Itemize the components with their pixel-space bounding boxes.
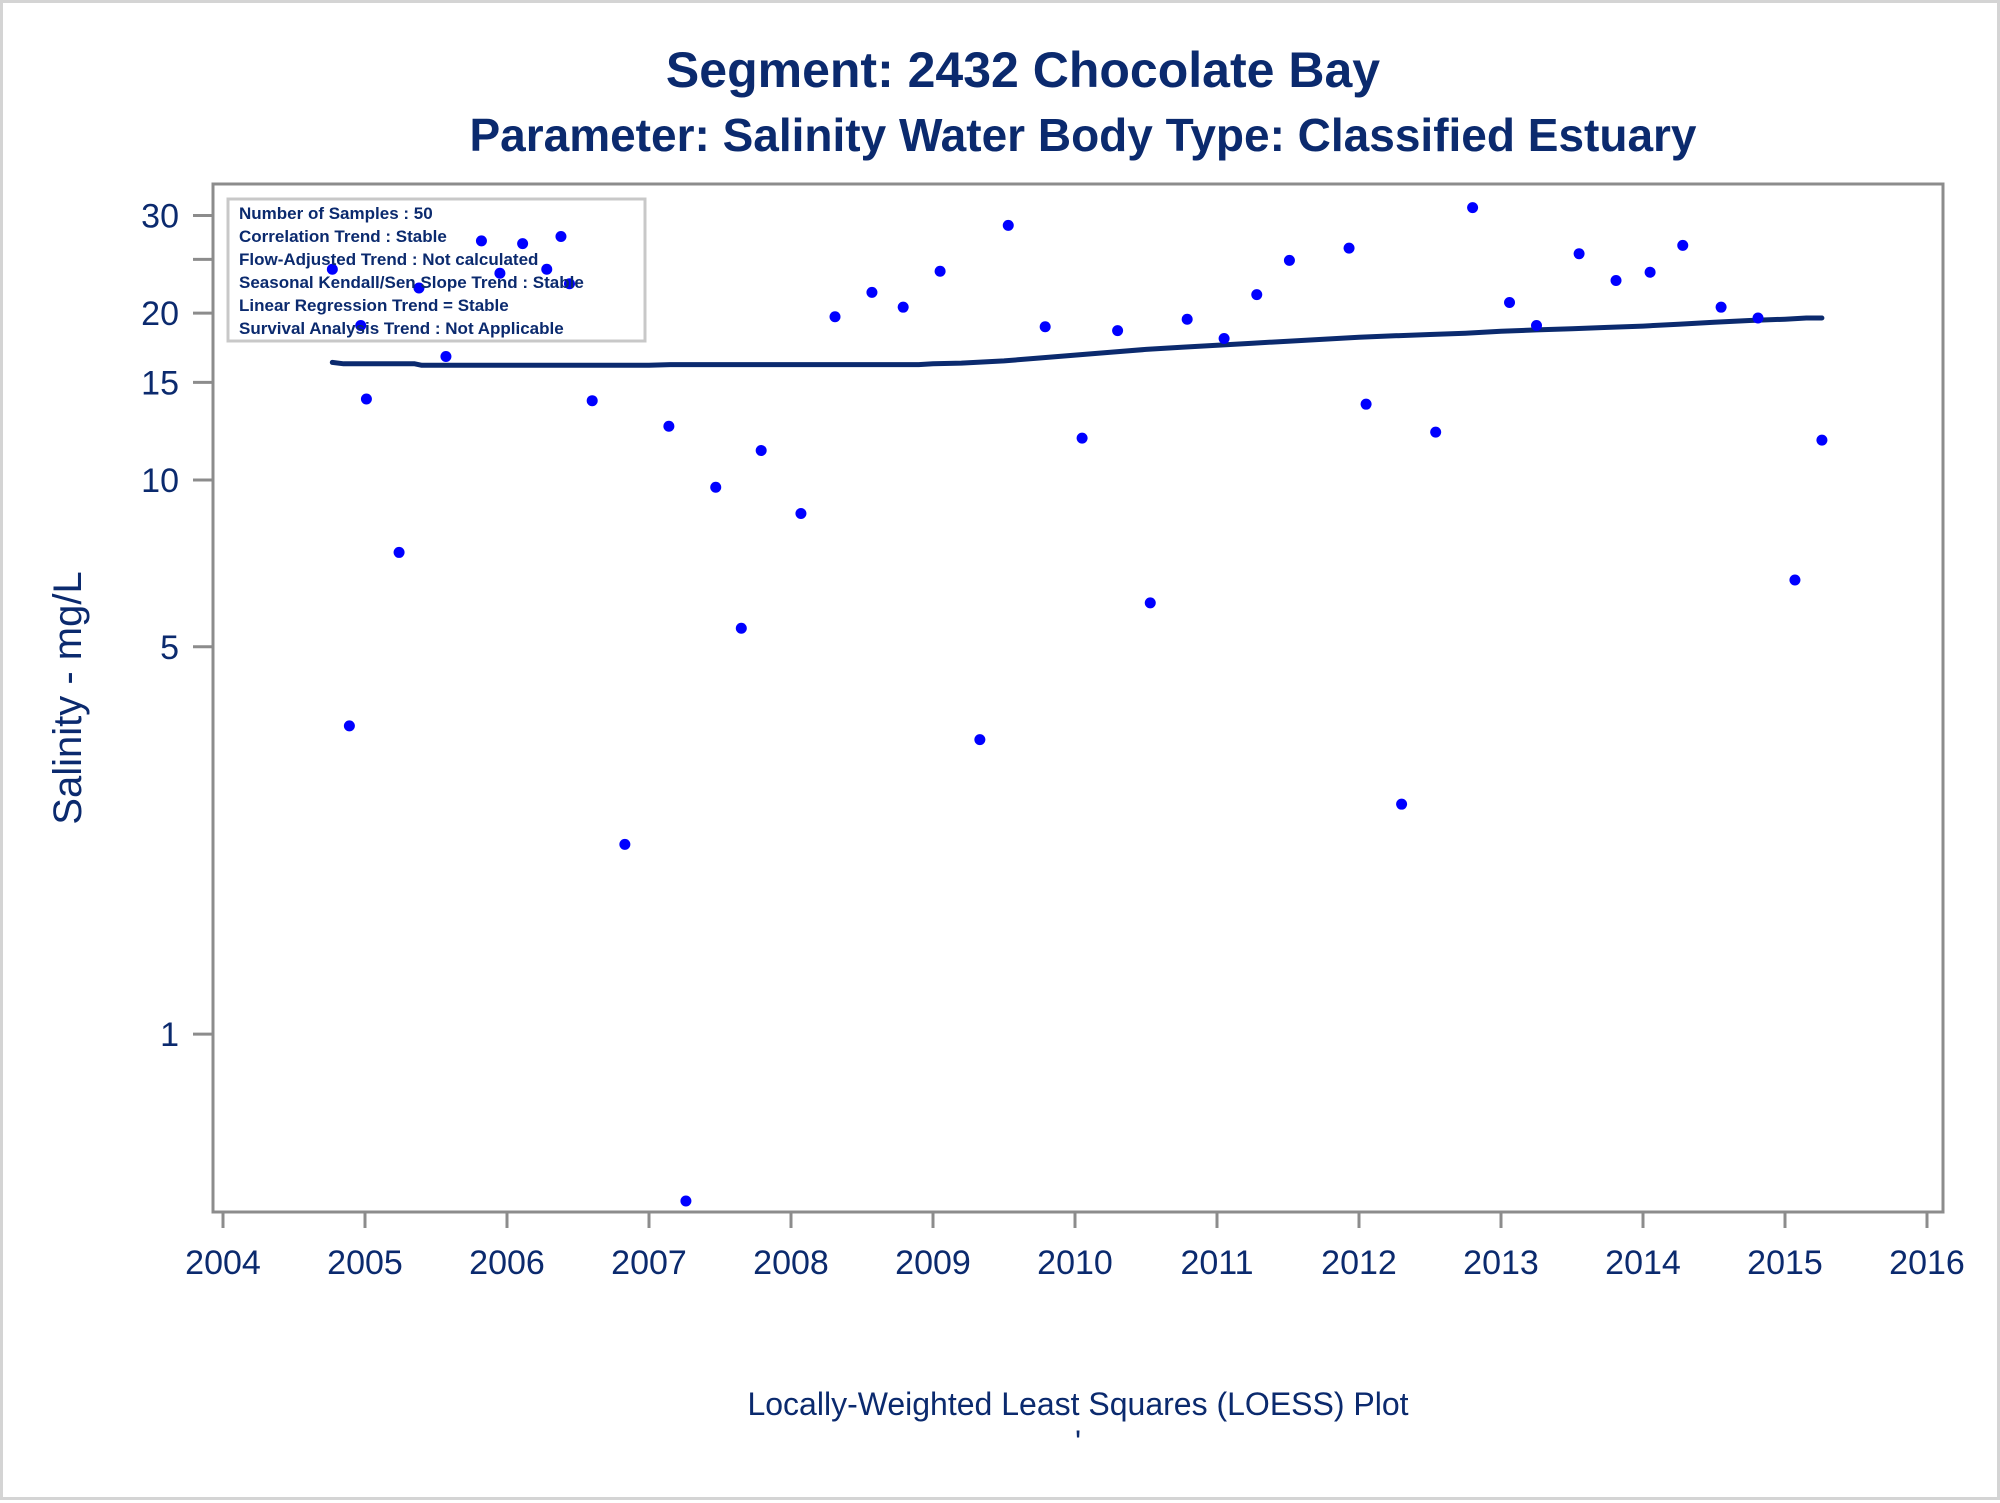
x-tick-label: 2007	[611, 1244, 687, 1282]
data-point	[795, 507, 807, 519]
y-tick-label: 5	[160, 629, 179, 667]
x-tick-label: 2009	[895, 1244, 971, 1282]
x-tick-label: 2015	[1747, 1244, 1823, 1282]
data-point	[1002, 219, 1014, 231]
series-layer	[326, 202, 1828, 1207]
data-point	[1467, 202, 1479, 214]
data-point	[1531, 319, 1542, 331]
data-point	[326, 263, 338, 275]
chart-title: Segment: 2432 Chocolate Bay	[666, 42, 1380, 98]
x-tick-label: 2013	[1463, 1244, 1539, 1282]
data-point	[974, 734, 986, 746]
data-point	[1144, 597, 1156, 609]
data-point	[440, 351, 452, 363]
data-point	[866, 286, 878, 298]
data-point	[829, 311, 841, 323]
data-point	[555, 230, 567, 242]
y-tick-label: 10	[141, 462, 179, 500]
data-point	[475, 235, 487, 247]
stats-flow-adjusted: Flow-Adjusted Trend : Not calculated	[239, 250, 538, 269]
data-point	[1644, 266, 1656, 278]
stats-samples: Number of Samples : 50	[239, 204, 433, 223]
data-point	[1360, 398, 1372, 410]
x-tick-label: 2005	[327, 1244, 403, 1282]
data-point	[619, 838, 631, 850]
x-tick-label: 2011	[1180, 1244, 1253, 1282]
footnote-mark: '	[1075, 1424, 1081, 1460]
data-point	[586, 395, 598, 407]
data-point	[1181, 313, 1193, 325]
stats-correlation: Correlation Trend : Stable	[239, 227, 447, 246]
data-point	[755, 445, 767, 457]
data-point	[1039, 321, 1051, 333]
data-point	[355, 319, 367, 331]
x-tick-label: 2006	[469, 1244, 545, 1282]
x-tick-label: 2008	[753, 1244, 829, 1282]
x-tick-label: 2004	[185, 1244, 261, 1282]
data-point	[663, 420, 675, 432]
y-tick-label: 30	[141, 198, 179, 236]
data-point	[1715, 301, 1727, 313]
data-point	[1251, 289, 1263, 301]
data-point	[1789, 574, 1801, 586]
data-point	[1816, 434, 1828, 446]
data-point	[1573, 248, 1585, 260]
chart-subtitle: Parameter: Salinity Water Body Type: Cla…	[469, 109, 1696, 161]
data-point	[563, 278, 575, 290]
y-tick-label: 20	[141, 295, 179, 333]
footnote: Locally-Weighted Least Squares (LOESS) P…	[747, 1386, 1408, 1422]
data-point	[541, 263, 553, 275]
data-point	[710, 481, 722, 493]
data-point	[1283, 254, 1295, 266]
y-axis-label: Salinity - mg/L	[46, 571, 90, 824]
data-point	[360, 393, 372, 405]
data-point	[393, 546, 405, 558]
data-point	[1343, 242, 1355, 254]
data-point	[343, 720, 355, 732]
data-point	[897, 301, 909, 313]
x-axis: 2004 2005 2006 2007 2008 2009 2010 2011 2012 2013…	[185, 1212, 1965, 1282]
data-point	[1504, 297, 1516, 309]
y-axis: 30 20 15 10 5 1	[141, 198, 213, 1054]
stats-survival-analysis: Survival Analysis Trend : Not Applicable	[239, 319, 564, 338]
y-tick-label: 15	[141, 364, 179, 402]
x-tick-label: 2016	[1889, 1244, 1965, 1282]
data-point	[1112, 325, 1124, 337]
x-tick-label: 2012	[1321, 1244, 1397, 1282]
x-tick-label: 2010	[1037, 1244, 1113, 1282]
data-point	[1430, 426, 1442, 438]
salinity-loess-chart: Segment: 2432 Chocolate Bay Parameter: S…	[46, 42, 1965, 1460]
data-point	[413, 282, 425, 294]
y-tick-label: 1	[160, 1016, 179, 1054]
data-point	[1396, 798, 1408, 810]
loess-line	[329, 315, 1825, 368]
stats-box-border	[226, 197, 647, 343]
stats-box: Number of Samples : 50 Correlation Trend…	[226, 197, 647, 343]
stats-linear-regression: Linear Regression Trend = Stable	[239, 296, 509, 315]
data-point	[1076, 432, 1088, 444]
data-point	[1218, 332, 1230, 344]
data-point	[517, 238, 529, 250]
plot-area	[211, 182, 1945, 1214]
stats-seasonal-kendall: Seasonal Kendall/Sen Slope Trend : Stabl…	[239, 273, 584, 292]
data-point	[934, 265, 946, 277]
data-point	[680, 1195, 692, 1207]
data-point	[735, 622, 747, 634]
data-point	[1610, 275, 1622, 287]
data-point	[494, 267, 506, 279]
data-point	[1752, 312, 1764, 324]
data-point	[1677, 239, 1689, 251]
x-tick-label: 2014	[1605, 1244, 1681, 1282]
